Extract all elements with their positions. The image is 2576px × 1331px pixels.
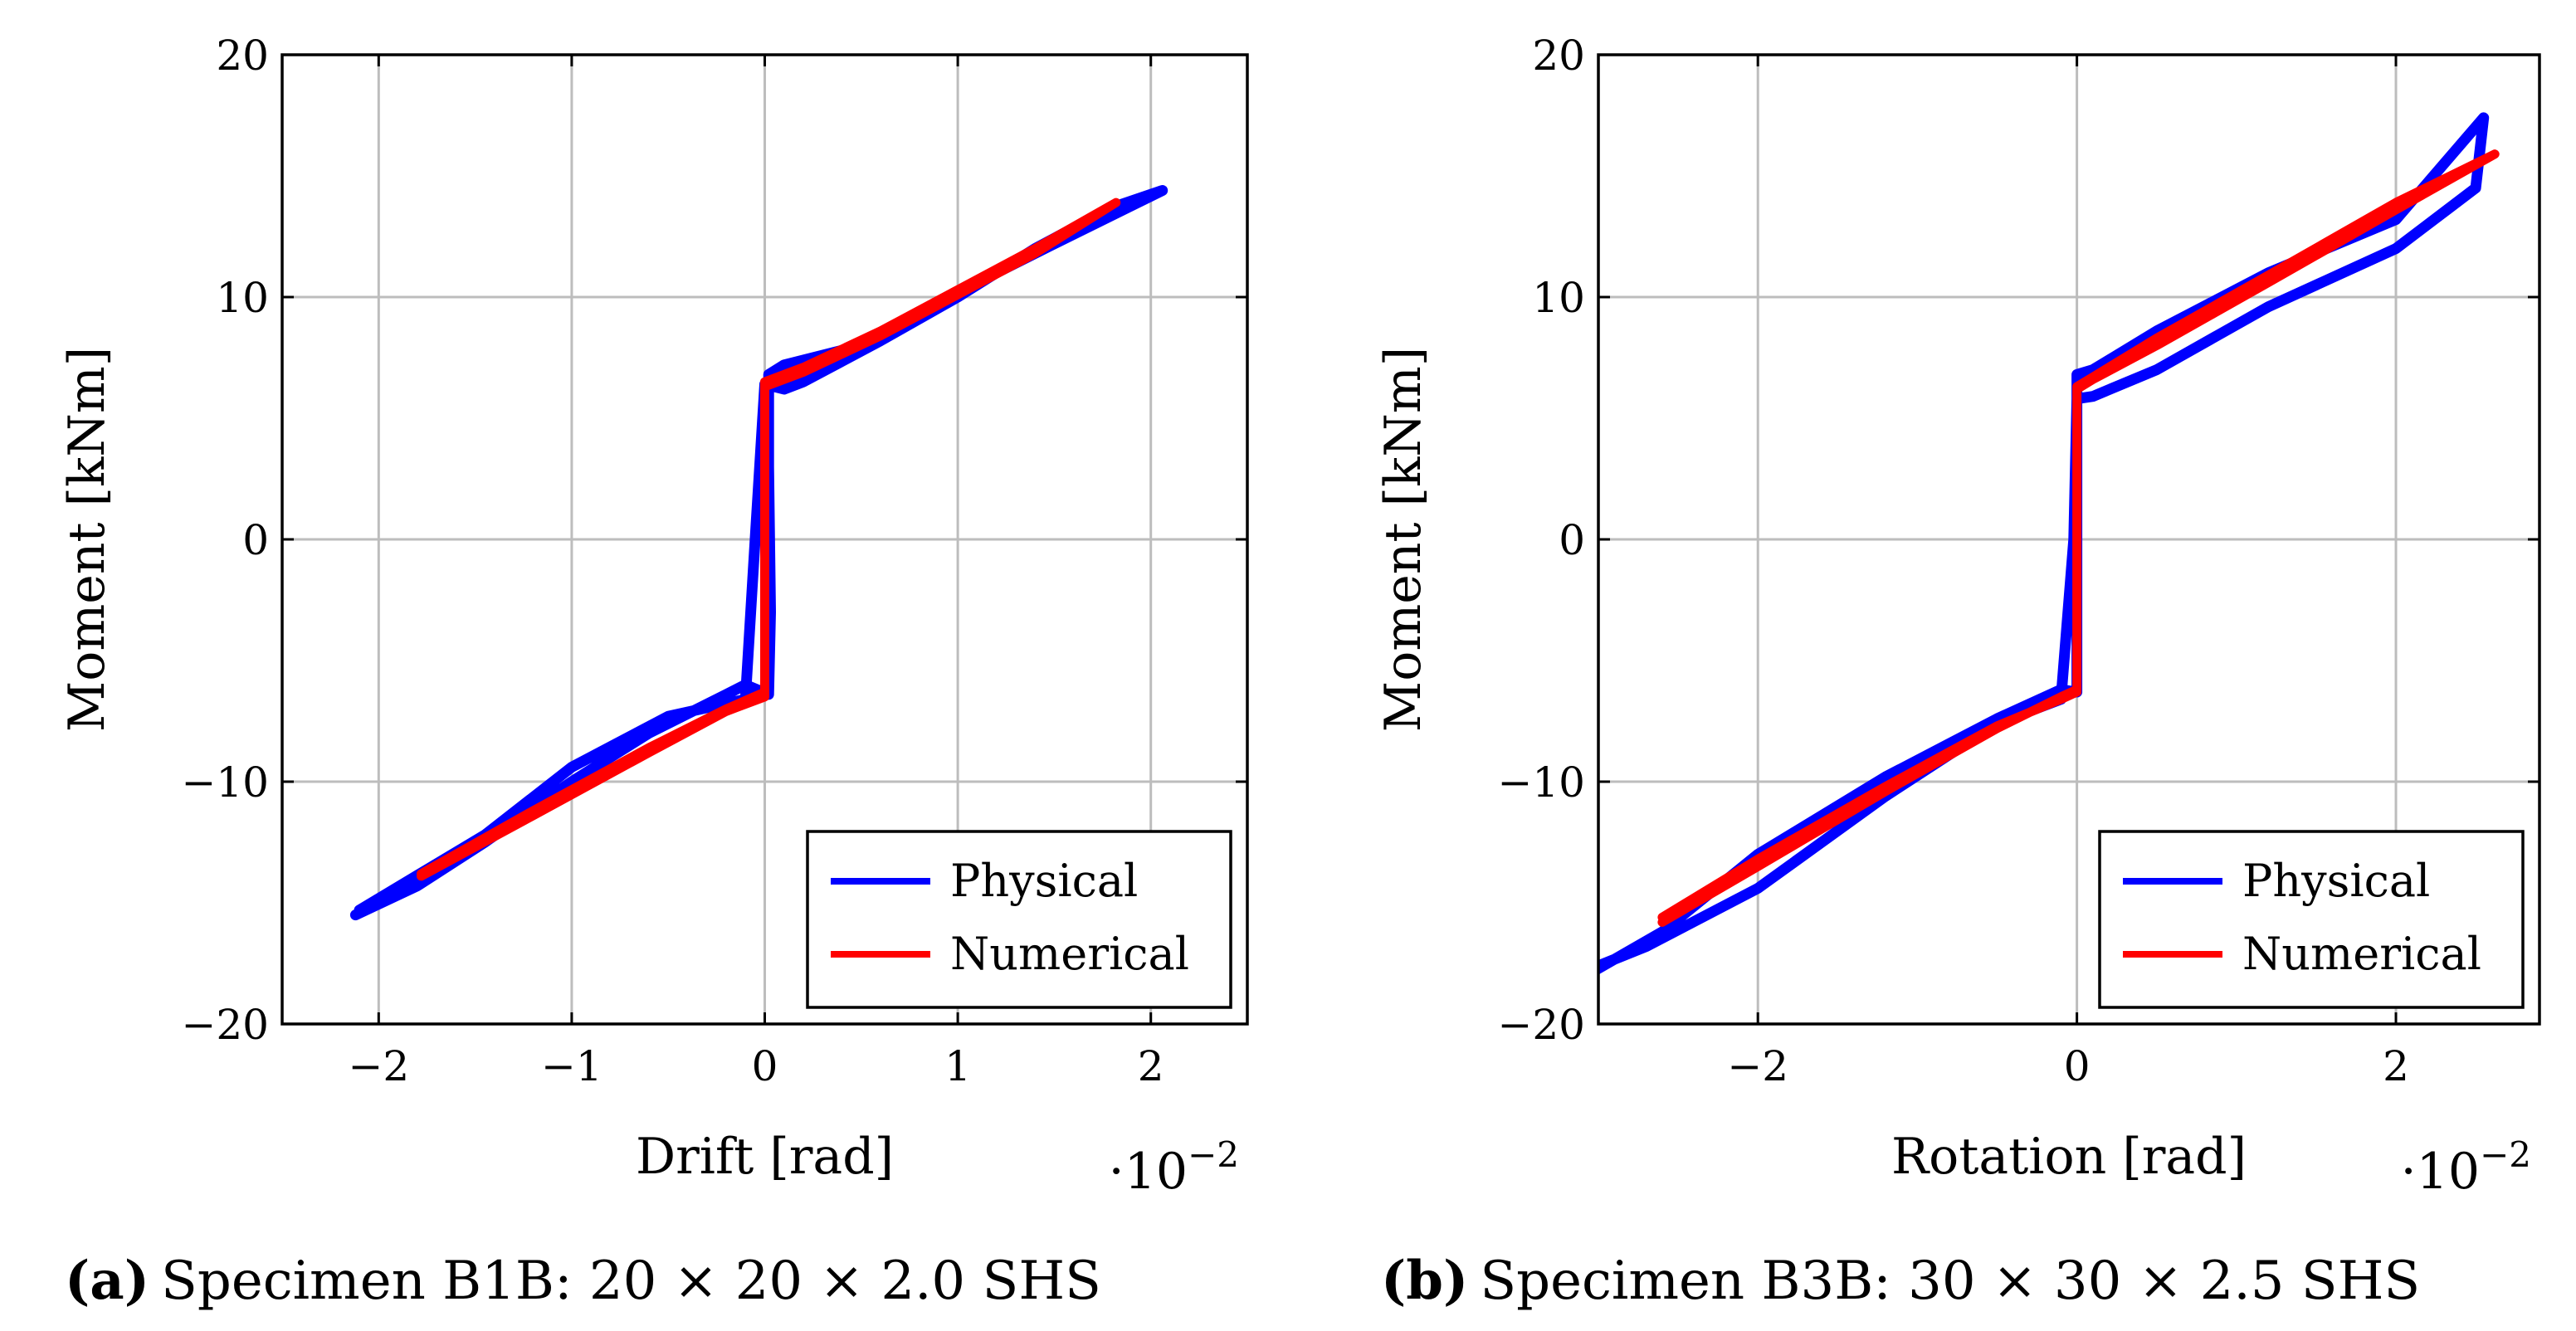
legend-label-physical: Physical: [950, 855, 1138, 907]
multiplier-base: ·10: [2401, 1143, 2480, 1201]
caption-text: Specimen B3B: 30 × 30 × 2.5 SHS: [1480, 1251, 2420, 1312]
x-tick-label: −1: [541, 1042, 603, 1090]
x-axis-label: Drift [rad]: [636, 1128, 894, 1186]
x-axis-multiplier: ·10−2: [1109, 1134, 1239, 1201]
y-tick-label: −20: [181, 1001, 269, 1049]
y-tick-label: 10: [1532, 274, 1585, 322]
y-tick-label: 0: [242, 516, 269, 564]
subfigure-caption: (b) Specimen B3B: 30 × 30 × 2.5 SHS: [1381, 1250, 2420, 1312]
caption-text: Specimen B1B: 20 × 20 × 2.0 SHS: [161, 1251, 1101, 1312]
legend-label-numerical: Numerical: [950, 928, 1189, 980]
series-line-physical: [349, 185, 1168, 921]
x-tick-label: 0: [752, 1042, 778, 1090]
y-tick-label: 0: [1559, 516, 1585, 564]
y-tick-label: 20: [216, 32, 269, 80]
legend-box: [2098, 830, 2525, 1009]
y-axis-label: Moment [kNm]: [58, 347, 116, 732]
x-tick-label: 2: [2383, 1042, 2409, 1090]
plot-area: [349, 185, 1168, 921]
series-line-numerical: [1657, 149, 2500, 927]
x-tick-label: 0: [2064, 1042, 2091, 1090]
plot-area: [1598, 112, 2500, 975]
multiplier-base: ·10: [1109, 1143, 1188, 1201]
legend: Physical Numerical: [2098, 830, 2525, 1009]
x-tick-label: −2: [348, 1042, 409, 1090]
x-axis-label: Rotation [rad]: [1891, 1128, 2247, 1186]
legend-box: [806, 830, 1232, 1009]
multiplier-exponent: −2: [2480, 1134, 2531, 1175]
multiplier-exponent: −2: [1188, 1134, 1239, 1175]
caption-prefix: (b): [1381, 1250, 1468, 1312]
caption-prefix: (a): [65, 1250, 149, 1312]
y-tick-label: −10: [181, 758, 269, 807]
legend-label-physical: Physical: [2242, 855, 2430, 907]
y-tick-label: 10: [216, 274, 269, 322]
subfigure-caption: (a) Specimen B1B: 20 × 20 × 2.0 SHS: [65, 1250, 1101, 1312]
x-axis-multiplier: ·10−2: [2401, 1134, 2531, 1201]
series-line-numerical: [417, 197, 1121, 881]
x-tick-label: 2: [1138, 1042, 1164, 1090]
legend: Physical Numerical: [806, 830, 1232, 1009]
legend-label-numerical: Numerical: [2242, 928, 2481, 980]
y-tick-label: 20: [1532, 32, 1585, 80]
x-tick-label: −2: [1727, 1042, 1788, 1090]
y-tick-label: −20: [1497, 1001, 1585, 1049]
y-tick-label: −10: [1497, 758, 1585, 807]
x-tick-label: 1: [944, 1042, 971, 1090]
y-axis-label: Moment [kNm]: [1374, 347, 1432, 732]
